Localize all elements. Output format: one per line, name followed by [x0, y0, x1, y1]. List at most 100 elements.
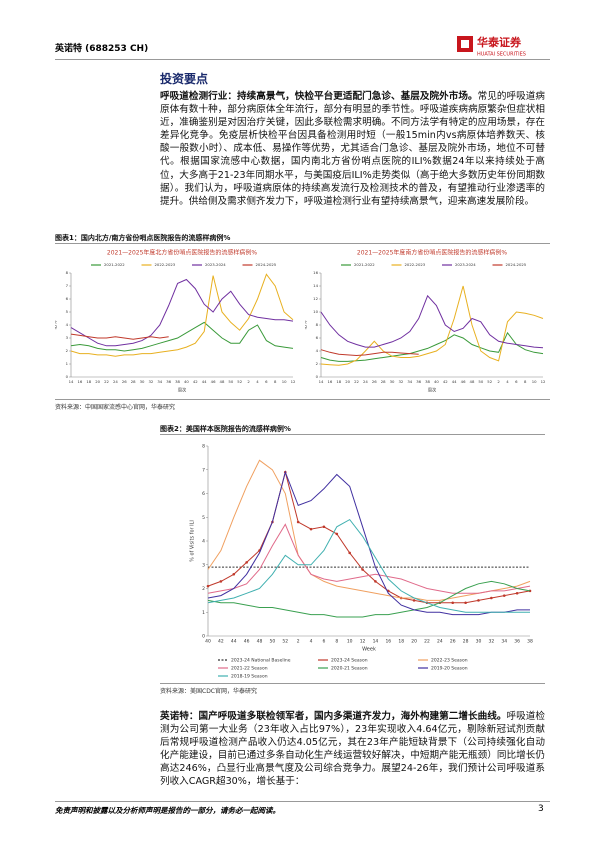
x-tick-label: 4	[506, 379, 509, 384]
x-tick-label: 22	[424, 639, 430, 645]
legend-label: 2021-2022	[104, 262, 125, 267]
series-line	[320, 331, 544, 362]
legend-label: 2023-2024	[455, 262, 476, 267]
x-tick-label: 10	[532, 379, 537, 384]
x-tick-label: 28	[381, 379, 386, 384]
figure-caption: 图表2：美国样本医院报告的流感样病例%	[160, 425, 291, 433]
x-tick-label: 6	[265, 379, 268, 384]
x-tick-label: 8	[335, 639, 338, 645]
paragraph: 呼吸道检测行业：持续高景气，快检平台更适配门急诊、基层及院外市场。常见的呼吸道病…	[160, 90, 545, 208]
series-line	[70, 273, 294, 357]
y-tick-label: 8	[202, 444, 205, 450]
y-tick-label: 5	[202, 515, 205, 521]
x-tick-label: 32	[148, 379, 153, 384]
legend-label: 2022-2023	[155, 262, 176, 267]
x-tick-label: 48	[257, 639, 263, 645]
x-tick-label: 6	[322, 639, 325, 645]
x-tick-label: 48	[470, 379, 475, 384]
point	[515, 591, 519, 595]
x-tick-label: 26	[122, 379, 127, 384]
rule	[55, 243, 550, 244]
point	[361, 568, 364, 571]
y-tick-label: 6	[316, 335, 319, 340]
chart: 2021—2025年度南方省份哨点医院报告的流感样病例%024681012141…	[305, 249, 546, 394]
x-tick-label: 20	[95, 379, 100, 384]
point	[309, 527, 313, 531]
series-line	[70, 321, 294, 352]
x-tick-label: 34	[407, 379, 412, 384]
x-tick-label: 30	[476, 639, 482, 645]
x-tick-label: 38	[175, 379, 180, 384]
x-tick-label: 24	[113, 379, 118, 384]
x-tick-label: 30	[140, 379, 145, 384]
y-tick-label: 16	[313, 270, 318, 275]
x-tick-label: 52	[487, 379, 492, 384]
point	[451, 601, 455, 605]
legend-label: 2024-2025	[506, 262, 527, 267]
x-tick-label: 52	[282, 639, 288, 645]
y-tick-label: 2	[316, 361, 319, 366]
point	[335, 532, 339, 536]
y-tick-label: 2	[66, 348, 69, 353]
point	[502, 594, 506, 597]
x-tick-label: 46	[461, 379, 466, 384]
lead: 英诺特：国产呼吸道多联检领军者，国内多渠道齐发力，海外构建第二增长曲线。	[160, 711, 507, 722]
x-tick-label: 50	[228, 379, 233, 384]
x-tick-label: 12	[541, 379, 546, 384]
x-tick-label: 42	[218, 639, 224, 645]
x-tick-label: 48	[220, 379, 225, 384]
rule	[160, 683, 545, 684]
y-tick-label: 1	[202, 610, 205, 616]
y-tick-label: 10	[313, 309, 318, 314]
x-tick-label: 44	[452, 379, 457, 384]
x-tick-label: 28	[463, 639, 469, 645]
series-line	[70, 278, 294, 347]
body-text: 常见的呼吸道病原体有数十种，部分病原体全年流行，部分有明显的季节性。呼吸道疾病病…	[160, 91, 546, 207]
x-tick-label: 30	[390, 379, 395, 384]
x-tick-label: 50	[478, 379, 483, 384]
y-tick-label: 4	[316, 348, 319, 353]
x-tick-label: 14	[373, 639, 379, 645]
logo-en: HUATAI SECURITIES	[477, 52, 526, 58]
x-tick-label: 12	[291, 379, 296, 384]
x-tick-label: 46	[211, 379, 216, 384]
x-tick-label: 52	[237, 379, 242, 384]
x-tick-label: 26	[450, 639, 456, 645]
x-tick-label: 16	[77, 379, 82, 384]
x-tick-label: 26	[372, 379, 377, 384]
footer-rule	[55, 801, 550, 802]
point	[374, 580, 377, 583]
x-tick-label: 12	[360, 639, 366, 645]
x-tick-label: 34	[157, 379, 162, 384]
series-line	[320, 285, 544, 366]
y-axis-label: ILI%	[305, 320, 309, 329]
logo-icon-inner	[461, 40, 469, 48]
y-tick-label: 8	[316, 322, 319, 327]
x-tick-label: 2	[247, 379, 250, 384]
x-tick-label: 44	[231, 639, 237, 645]
x-tick-label: 16	[385, 639, 391, 645]
y-axis-label: ILI%	[55, 320, 59, 329]
x-tick-label: 24	[437, 639, 443, 645]
point	[322, 525, 326, 529]
x-axis-label: 周次	[178, 387, 187, 394]
series-line	[207, 523, 531, 594]
x-tick-label: 10	[347, 639, 353, 645]
figure-source: 资料来源：美国CDC官网，华泰研究	[160, 688, 257, 695]
x-tick-label: 10	[282, 379, 287, 384]
section-title: 投资要点	[160, 72, 209, 86]
x-tick-label: 16	[327, 379, 332, 384]
x-tick-label: 2	[497, 379, 500, 384]
y-tick-label: 7	[202, 467, 205, 473]
legend-label: 2023-24 National Baseline	[231, 658, 291, 664]
x-tick-label: 2	[297, 639, 300, 645]
legend-label: 2022-23 Season	[431, 658, 468, 664]
x-tick-label: 40	[205, 639, 211, 645]
point	[477, 599, 480, 602]
x-tick-label: 42	[193, 379, 198, 384]
y-tick-label: 0	[316, 374, 319, 379]
legend-label: 2019-20 Season	[431, 666, 468, 672]
y-tick-label: 3	[202, 562, 205, 568]
point	[412, 599, 416, 602]
